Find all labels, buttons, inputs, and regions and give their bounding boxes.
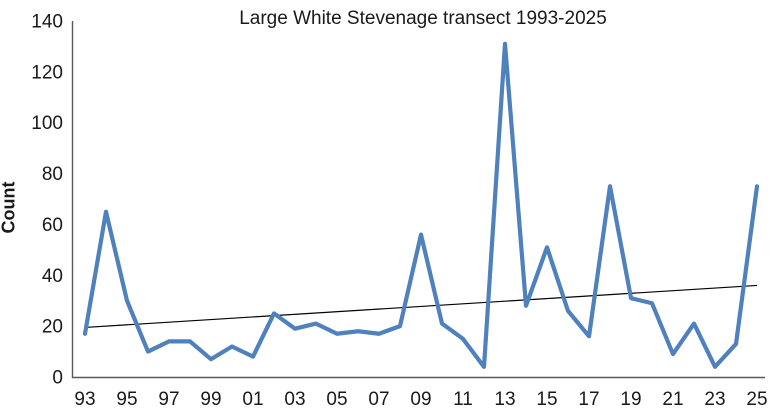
y-tick-label: 60 — [42, 215, 63, 236]
x-tick-label: 05 — [326, 389, 347, 410]
x-tick-label: 93 — [74, 389, 95, 410]
x-tick-label: 07 — [368, 389, 389, 410]
x-tick-label: 23 — [704, 389, 725, 410]
x-tick-label: 21 — [662, 389, 683, 410]
y-tick-label: 0 — [52, 368, 63, 389]
y-tick-label: 100 — [31, 113, 63, 134]
x-tick-label: 13 — [494, 389, 515, 410]
x-tick-label: 01 — [242, 389, 263, 410]
x-tick-label: 17 — [578, 389, 599, 410]
trend-line — [84, 284, 758, 329]
x-tick-label: 99 — [200, 389, 221, 410]
y-tick-label: 40 — [42, 266, 63, 287]
x-tick-label: 97 — [158, 389, 179, 410]
axis-line — [71, 21, 765, 379]
x-tick-label: 09 — [410, 389, 431, 410]
x-tick-label: 15 — [536, 389, 557, 410]
series-line — [82, 41, 760, 369]
x-tick-label: 11 — [453, 389, 473, 410]
x-tick-label: 25 — [746, 389, 767, 410]
y-tick-label: 20 — [42, 317, 63, 338]
chart-title: Large White Stevenage transect 1993-2025 — [239, 8, 607, 29]
x-tick-label: 95 — [116, 389, 137, 410]
y-tick-label: 140 — [31, 12, 63, 33]
x-tick-label: 03 — [284, 389, 305, 410]
y-tick-label: 80 — [42, 164, 63, 185]
x-tick-label: 19 — [620, 389, 641, 410]
y-tick-label: 120 — [31, 62, 63, 83]
